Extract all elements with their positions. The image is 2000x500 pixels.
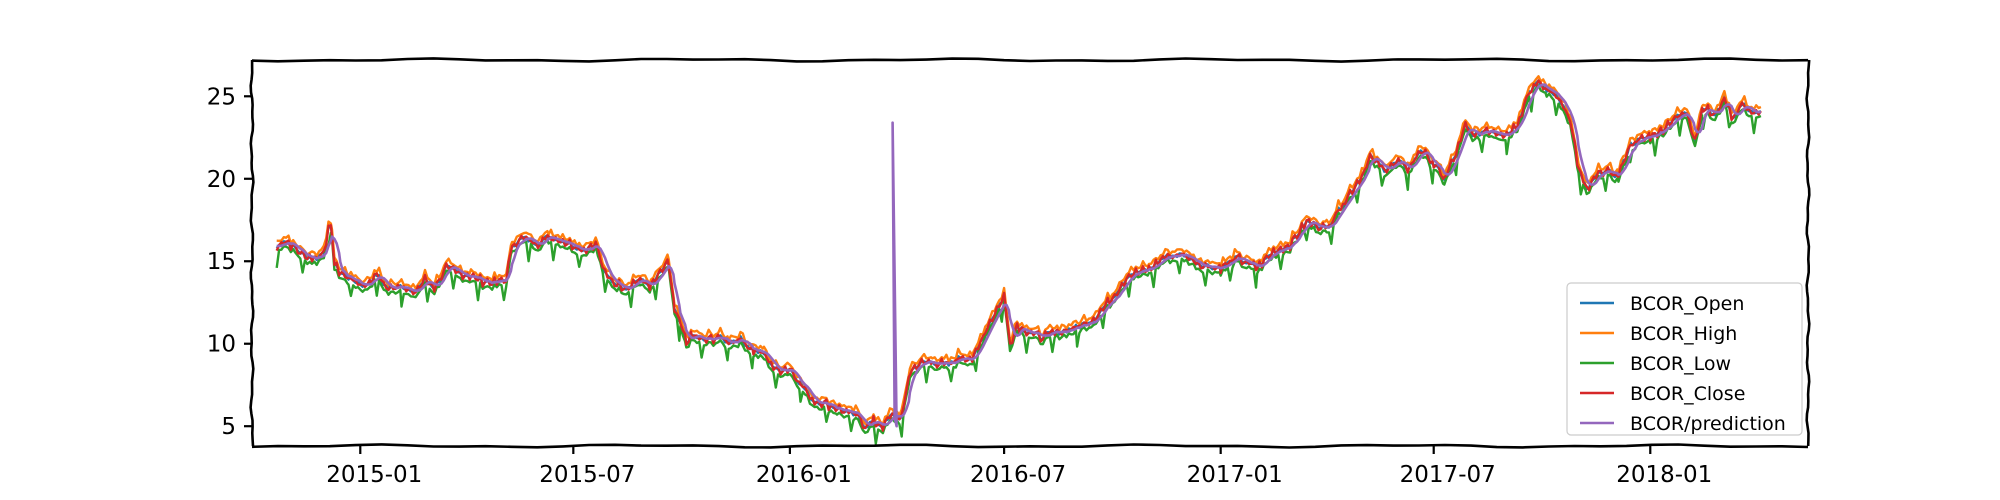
legend-label: BCOR_Open bbox=[1630, 293, 1744, 315]
x-tick-label: 2018-01 bbox=[1616, 462, 1712, 488]
x-tick-label: 2015-07 bbox=[539, 462, 635, 488]
axis-ticks: 5 10 15 20 25 2015-01 2015-07 2016-01 2016-07 201… bbox=[207, 84, 1713, 488]
series-line-bcor-prediction bbox=[276, 83, 1761, 428]
legend: BCOR_Open BCOR_High BCOR_Low BCOR_Close BCOR… bbox=[1566, 282, 1803, 436]
legend-label: BCOR_Close bbox=[1630, 383, 1745, 405]
legend-label: BCOR/prediction bbox=[1630, 413, 1786, 435]
x-tick-label: 2016-07 bbox=[970, 462, 1066, 488]
y-tick-label: 15 bbox=[207, 249, 236, 275]
y-tick-label: 5 bbox=[221, 414, 236, 440]
series-lines bbox=[275, 75, 1762, 445]
axis-spine-left bbox=[249, 60, 255, 447]
x-tick-label: 2017-07 bbox=[1400, 462, 1496, 488]
x-tick-label: 2016-01 bbox=[756, 462, 852, 488]
x-tick-label: 2015-01 bbox=[326, 462, 422, 488]
axis-spine-right bbox=[1805, 59, 1811, 447]
y-tick-label: 20 bbox=[207, 167, 236, 193]
series-line-bcor-high bbox=[276, 75, 1762, 426]
series-line-bcor-close bbox=[275, 79, 1762, 432]
legend-label: BCOR_Low bbox=[1630, 353, 1731, 375]
x-tick-label: 2017-01 bbox=[1187, 462, 1283, 488]
series-line-bcor-low bbox=[275, 84, 1762, 445]
axis-spine-top bbox=[251, 57, 1809, 63]
series-line-bcor-open bbox=[275, 79, 1762, 430]
axis-spine-bottom bbox=[251, 443, 1809, 449]
legend-label: BCOR_High bbox=[1630, 323, 1737, 345]
y-tick-label: 25 bbox=[207, 84, 236, 110]
plot-frame bbox=[249, 57, 1811, 449]
y-tick-label: 10 bbox=[207, 332, 236, 358]
legend-box bbox=[1566, 282, 1803, 436]
